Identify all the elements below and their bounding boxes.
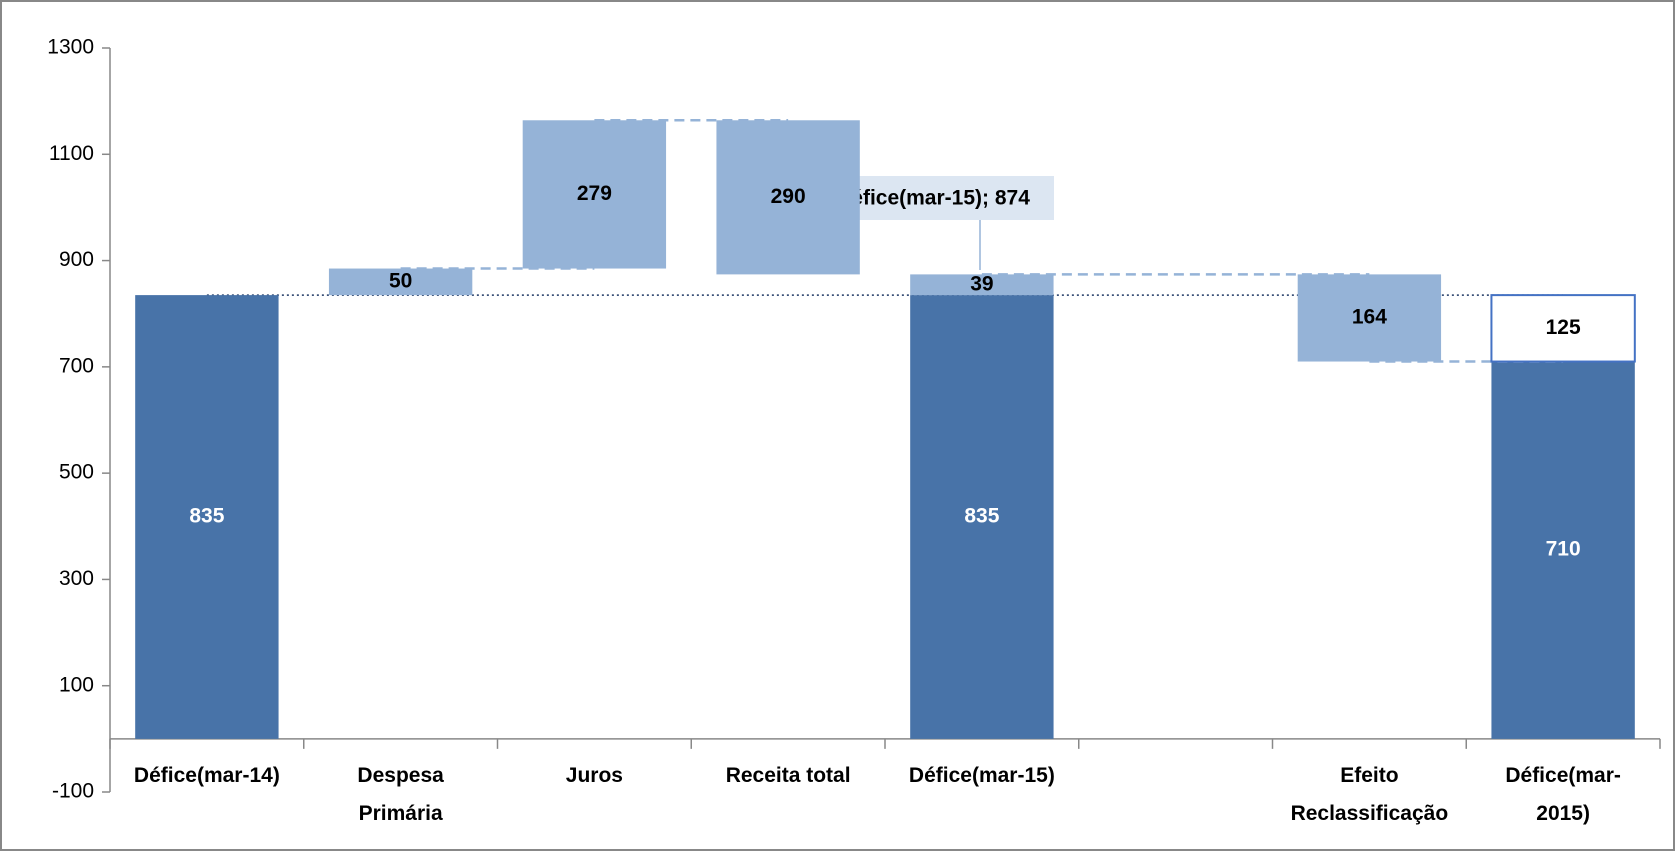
y-tick-label: -100	[52, 780, 94, 803]
change-bar	[1297, 274, 1442, 362]
change-bar	[716, 120, 860, 275]
x-tick-label: Défice(mar-14)	[133, 763, 280, 787]
y-tick-label: 1100	[49, 142, 94, 165]
data-label: 710	[1546, 538, 1581, 561]
y-tick-label: 300	[59, 567, 94, 590]
data-label: 164	[1352, 306, 1387, 329]
y-tick-label: 700	[59, 354, 94, 377]
change-bar	[328, 268, 473, 296]
total-bar	[135, 295, 279, 739]
y-tick-label: 900	[59, 248, 94, 271]
y-tick-label: 1300	[47, 36, 94, 59]
x-tick-label: Juros	[565, 763, 623, 787]
data-label: 290	[771, 185, 806, 208]
y-tick-label: 500	[59, 461, 94, 484]
annotation: Défice(mar-15); 874	[836, 187, 1030, 210]
x-tick-label: Défice(mar-15)	[908, 763, 1055, 787]
data-label: 279	[577, 182, 612, 205]
outline-bar	[1490, 294, 1636, 363]
data-label: 125	[1546, 316, 1581, 339]
change-bar	[910, 274, 1054, 296]
data-label: 39	[970, 272, 993, 295]
data-label: 835	[189, 505, 224, 528]
x-tick-label: Efeito Reclassificação	[1290, 763, 1449, 825]
y-tick-label: 100	[59, 673, 94, 696]
change-bar	[522, 120, 667, 269]
data-label: 50	[389, 269, 412, 292]
total-bar	[1491, 361, 1635, 739]
x-tick-label: Receita total	[725, 763, 851, 787]
data-label: 835	[964, 505, 999, 528]
x-tick-label: Despesa Primária	[357, 763, 444, 825]
total-bar	[910, 295, 1054, 739]
x-tick-label: Défice(mar-2015)	[1505, 763, 1621, 825]
